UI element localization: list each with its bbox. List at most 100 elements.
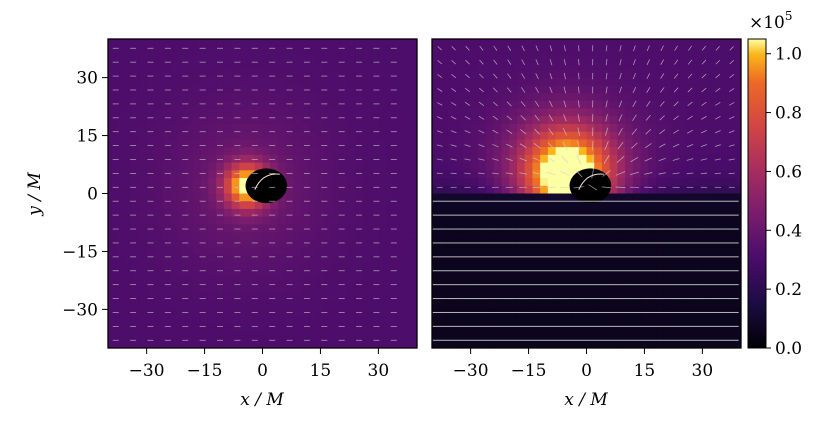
heatmap-cell bbox=[239, 201, 248, 210]
heatmap-cell bbox=[640, 123, 649, 133]
heatmap-cell bbox=[216, 139, 225, 148]
heatmap-cell bbox=[223, 247, 233, 256]
heatmap-cell bbox=[563, 69, 572, 79]
heatmap-cell bbox=[540, 154, 549, 164]
heatmap-cell bbox=[578, 131, 588, 141]
heatmap-cell bbox=[555, 93, 564, 102]
heatmap-cell bbox=[439, 85, 449, 94]
heatmap-cell bbox=[478, 185, 487, 195]
heatmap-cell bbox=[501, 77, 510, 86]
heatmap-cell bbox=[462, 263, 472, 272]
heatmap-cell bbox=[370, 108, 379, 117]
heatmap-cell bbox=[115, 39, 125, 48]
heatmap-cell bbox=[601, 286, 611, 295]
heatmap-cell bbox=[200, 309, 210, 318]
heatmap-cell bbox=[138, 100, 148, 110]
heatmap-cell bbox=[648, 185, 657, 195]
heatmap-cell bbox=[632, 77, 642, 86]
vector-arrow bbox=[644, 157, 653, 162]
vector-arrow bbox=[437, 102, 443, 106]
heatmap-cell bbox=[601, 62, 611, 71]
heatmap-cell bbox=[239, 108, 248, 117]
vector-arrow bbox=[605, 72, 608, 80]
heatmap-cell bbox=[547, 139, 557, 148]
heatmap-cell bbox=[710, 332, 719, 341]
heatmap-cell bbox=[208, 324, 217, 334]
heatmap-cell bbox=[362, 162, 372, 171]
heatmap-cell bbox=[671, 232, 680, 241]
heatmap-cell bbox=[316, 301, 325, 310]
heatmap-cell bbox=[316, 201, 325, 210]
heatmap-cell bbox=[601, 247, 611, 256]
heatmap-cell bbox=[393, 185, 403, 195]
heatmap-cell bbox=[725, 170, 734, 179]
heatmap-cell bbox=[594, 54, 603, 63]
heatmap-cell bbox=[393, 139, 403, 148]
heatmap-cell bbox=[725, 39, 734, 48]
heatmap-cell bbox=[378, 324, 387, 334]
heatmap-cell bbox=[177, 116, 186, 125]
heatmap-cell bbox=[586, 340, 595, 348]
heatmap-cell bbox=[108, 139, 117, 148]
heatmap-cell bbox=[270, 208, 279, 218]
heatmap-cell bbox=[370, 77, 379, 86]
vector-arrow bbox=[714, 144, 721, 147]
vector-arrow bbox=[492, 129, 499, 134]
heatmap-cell bbox=[154, 317, 163, 326]
heatmap-cell bbox=[733, 116, 741, 125]
heatmap-cell bbox=[277, 224, 287, 233]
heatmap-cell bbox=[632, 154, 642, 164]
heatmap-cell bbox=[185, 263, 194, 272]
heatmap-cell bbox=[177, 108, 186, 117]
heatmap-cell bbox=[571, 46, 580, 56]
vector-arrow bbox=[700, 158, 708, 161]
vector-arrow bbox=[507, 59, 512, 65]
heatmap-cell bbox=[432, 100, 441, 110]
heatmap-cell bbox=[131, 123, 140, 133]
heatmap-cell bbox=[131, 131, 140, 141]
colorbar-tick-label: 0.4 bbox=[775, 221, 802, 241]
heatmap-cell bbox=[462, 39, 472, 48]
vector-arrow bbox=[436, 144, 443, 147]
heatmap-cell bbox=[146, 170, 155, 179]
x-tick-label: −15 bbox=[511, 361, 547, 381]
heatmap-cell bbox=[702, 139, 711, 148]
heatmap-cell bbox=[540, 309, 549, 318]
heatmap-cell bbox=[293, 232, 302, 241]
heatmap-cell bbox=[115, 131, 125, 141]
heatmap-cell bbox=[216, 324, 225, 334]
heatmap-cell bbox=[694, 54, 703, 63]
heatmap-cell bbox=[501, 324, 510, 334]
heatmap-cell bbox=[725, 332, 734, 341]
heatmap-cell bbox=[409, 324, 417, 334]
heatmap-cell bbox=[131, 46, 140, 56]
heatmap-cell bbox=[401, 270, 410, 280]
heatmap-cell bbox=[192, 100, 202, 110]
heatmap-cell bbox=[355, 116, 364, 125]
heatmap-cell bbox=[370, 263, 379, 272]
heatmap-cell bbox=[710, 201, 719, 210]
heatmap-cell bbox=[447, 93, 456, 102]
heatmap-cell bbox=[439, 139, 449, 148]
heatmap-cell bbox=[617, 108, 626, 117]
vector-arrow bbox=[562, 141, 568, 150]
heatmap-cell bbox=[702, 332, 711, 341]
heatmap-cell bbox=[656, 216, 665, 225]
heatmap-cell bbox=[162, 301, 171, 310]
heatmap-cell bbox=[131, 69, 140, 79]
heatmap-cell bbox=[200, 324, 210, 334]
heatmap-cell bbox=[324, 317, 333, 326]
heatmap-cell bbox=[185, 255, 194, 264]
heatmap-cell bbox=[524, 270, 534, 280]
heatmap-cell bbox=[540, 185, 549, 195]
heatmap-cell bbox=[725, 46, 734, 56]
heatmap-cell bbox=[470, 208, 479, 218]
heatmap-cell bbox=[432, 85, 441, 94]
heatmap-cell bbox=[401, 69, 410, 79]
heatmap-cell bbox=[462, 162, 472, 171]
heatmap-cell bbox=[239, 340, 248, 348]
heatmap-cell bbox=[324, 208, 333, 218]
heatmap-cell bbox=[355, 185, 364, 195]
heatmap-cell bbox=[563, 324, 572, 334]
heatmap-cell bbox=[632, 100, 642, 110]
